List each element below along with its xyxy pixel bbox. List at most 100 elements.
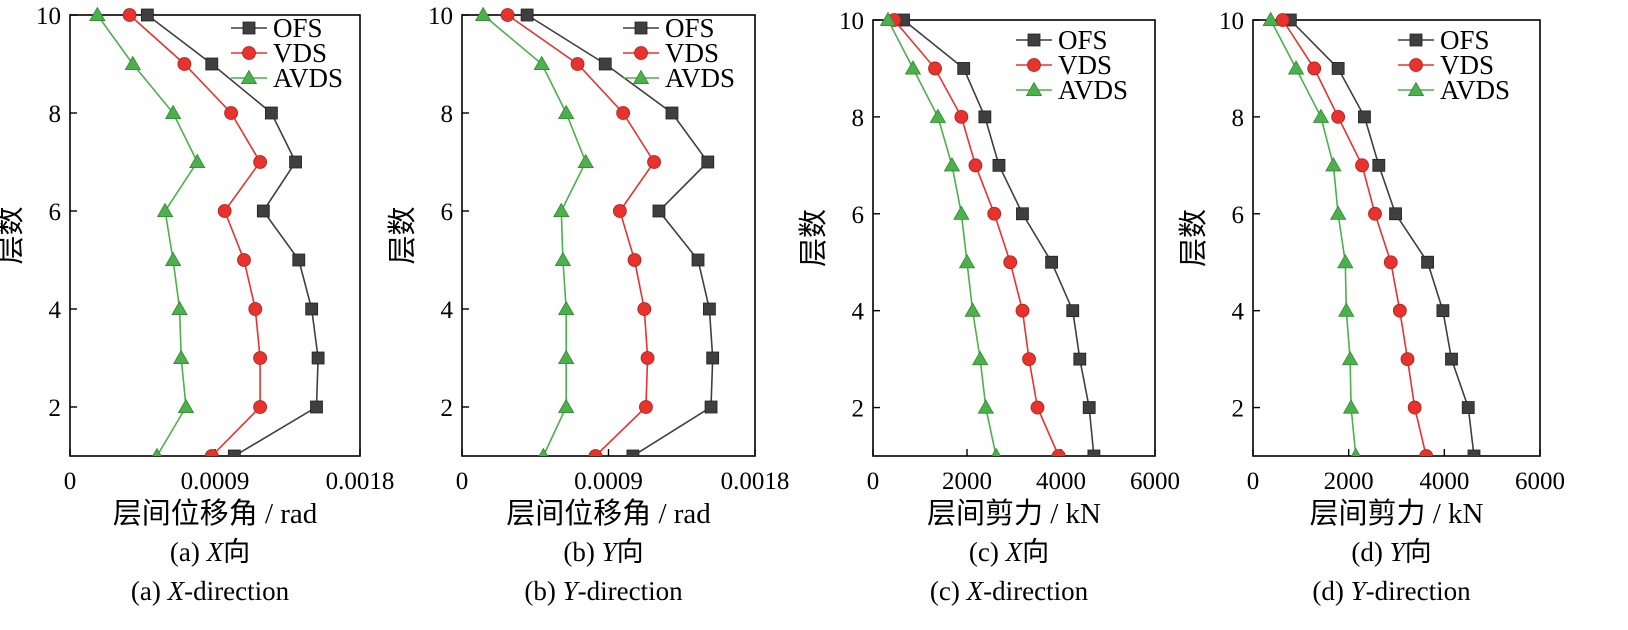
data-point-ofs	[957, 62, 971, 75]
data-point-vds	[1419, 449, 1434, 456]
y-tick-label: 2	[852, 396, 865, 423]
data-point-vds	[1003, 255, 1018, 270]
data-point-vds	[1307, 61, 1322, 76]
caption-cn: (b) Y向	[563, 537, 643, 567]
data-point-avds	[557, 349, 575, 365]
x-tick-label: 0	[64, 468, 77, 495]
y-tick-label: 8	[49, 101, 62, 128]
chart-panel-1: 0 0.0009 0.0018 2 4 6 8 10 层间位移角 / rad 层数 (b) Y向 (b…	[386, 3, 789, 606]
data-point-vds	[1368, 206, 1382, 221]
data-point-ofs	[1467, 449, 1481, 456]
series-vds	[1275, 13, 1434, 456]
data-point-vds	[1400, 352, 1415, 367]
legend-marker-ofs	[242, 21, 256, 35]
data-point-avds	[929, 108, 947, 123]
data-point-vds	[1383, 255, 1398, 270]
y-tick-label: 10	[1219, 8, 1244, 35]
series-vds	[500, 8, 661, 456]
series-line-ofs	[902, 19, 1095, 456]
y-tick-label: 8	[852, 105, 865, 132]
data-point-ofs	[311, 351, 325, 365]
data-point-vds	[1015, 303, 1030, 318]
data-point-vds	[612, 204, 627, 218]
data-point-vds	[616, 106, 631, 120]
y-axis-label: 层数	[797, 209, 830, 267]
series-avds	[89, 6, 206, 456]
data-point-vds	[253, 155, 268, 169]
legend-marker-vds	[634, 46, 648, 60]
legend-marker-ofs	[1409, 33, 1423, 47]
plot-frame	[872, 19, 1156, 457]
caption-en: (d) Y-direction	[1312, 576, 1471, 606]
data-point-ofs	[1331, 62, 1345, 75]
data-point-vds	[640, 351, 655, 365]
data-point-ofs	[292, 253, 306, 267]
series-line-avds	[1269, 19, 1357, 456]
series-line-avds	[482, 14, 587, 456]
legend-marker-avds	[1025, 81, 1043, 97]
data-point-avds	[177, 398, 195, 414]
y-tick-label: 4	[49, 297, 62, 324]
data-point-ofs	[626, 449, 640, 456]
data-point-avds	[557, 300, 575, 316]
data-point-vds	[248, 302, 263, 316]
data-point-ofs	[205, 57, 219, 71]
data-point-vds	[954, 109, 969, 124]
legend-marker-avds	[240, 69, 258, 85]
legend-label-vds: VDS	[273, 38, 327, 68]
data-point-ofs	[1421, 255, 1434, 269]
data-point-vds	[1392, 303, 1407, 318]
data-point-ofs	[1087, 449, 1101, 456]
plot-frame	[1252, 19, 1541, 457]
x-tick-label: 2000	[1324, 468, 1374, 495]
data-point-avds	[164, 251, 182, 267]
data-point-avds	[553, 202, 570, 218]
legend-marker-vds	[242, 46, 256, 60]
data-point-avds	[943, 157, 961, 172]
data-point-avds	[538, 447, 549, 456]
caption-cn: (d) Y向	[1351, 537, 1431, 567]
caption-cn: (c) X向	[969, 537, 1049, 567]
data-point-vds	[570, 57, 585, 71]
data-point-avds	[1341, 350, 1359, 366]
legend-label-ofs: OFS	[1440, 25, 1490, 55]
series-avds	[879, 11, 1001, 456]
legend-marker-ofs	[634, 21, 648, 35]
y-tick-label: 2	[1232, 396, 1245, 423]
x-tick-label: 6000	[1130, 468, 1180, 495]
data-point-avds	[879, 11, 897, 27]
series-ofs	[140, 8, 325, 456]
legend-label-avds: AVDS	[665, 63, 735, 93]
series-avds	[1262, 11, 1361, 456]
series-line-vds	[507, 14, 656, 456]
data-point-ofs	[978, 110, 992, 124]
legend-label-vds: VDS	[1058, 50, 1112, 80]
x-tick-label: 0	[456, 468, 469, 495]
data-point-ofs	[665, 106, 679, 120]
data-point-avds	[991, 447, 1001, 456]
data-point-vds	[1030, 400, 1045, 415]
data-point-vds	[647, 155, 661, 169]
x-axis-label: 层间位移角 / rad	[113, 497, 318, 530]
data-point-ofs	[264, 106, 278, 120]
data-point-ofs	[227, 449, 241, 456]
legend-label-ofs: OFS	[665, 13, 715, 43]
data-point-ofs	[140, 8, 154, 22]
data-point-ofs	[1372, 158, 1386, 172]
data-point-avds	[1351, 447, 1361, 456]
data-point-avds	[533, 55, 550, 71]
data-point-ofs	[310, 400, 323, 414]
data-point-avds	[156, 202, 174, 218]
data-point-vds	[968, 158, 983, 173]
series-ofs	[520, 8, 720, 456]
data-point-avds	[1342, 399, 1360, 414]
legend-marker-avds	[632, 69, 650, 85]
data-point-ofs	[1461, 401, 1475, 414]
data-point-ofs	[1389, 207, 1402, 221]
y-axis-label: 层数	[386, 206, 419, 264]
data-point-avds	[164, 104, 182, 120]
data-point-vds	[928, 61, 942, 76]
data-point-avds	[1325, 157, 1342, 172]
